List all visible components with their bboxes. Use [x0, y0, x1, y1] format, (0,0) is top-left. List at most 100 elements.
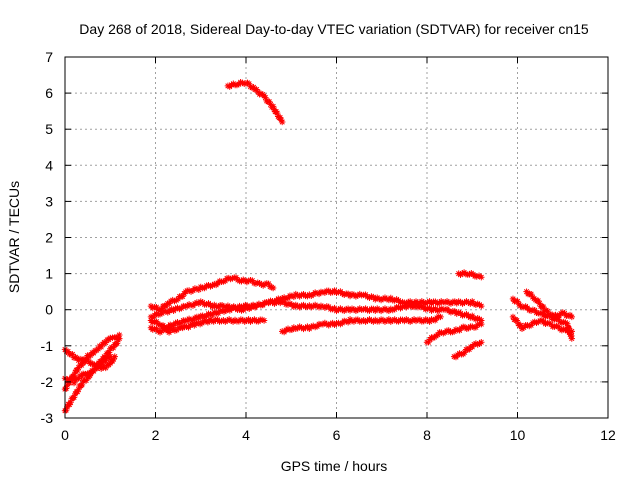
data-point: [254, 88, 262, 96]
data-point: [298, 291, 305, 299]
data-point: [113, 340, 121, 347]
data-point: [279, 118, 286, 126]
data-point: [308, 323, 315, 330]
data-point: [469, 323, 476, 330]
y-tick-label: -3: [41, 410, 54, 426]
data-point: [311, 323, 319, 331]
data-point: [440, 330, 447, 337]
data-point: [456, 350, 463, 357]
data-point: [204, 319, 212, 326]
data-point: [391, 297, 398, 304]
data-point: [70, 394, 78, 401]
data-point: [88, 360, 96, 367]
data-point: [551, 316, 558, 323]
data-point: [455, 309, 462, 316]
data-point: [149, 304, 156, 312]
data-point: [461, 349, 468, 356]
data-point: [408, 317, 416, 324]
data-point: [81, 376, 88, 384]
data-point: [239, 79, 246, 86]
data-point: [319, 288, 327, 296]
data-point: [224, 317, 231, 324]
data-point: [553, 315, 560, 322]
data-point: [474, 300, 481, 307]
data-point: [399, 316, 406, 324]
data-point: [211, 308, 218, 316]
data-point: [311, 289, 319, 296]
series-track-10: [423, 320, 485, 346]
data-point: [233, 81, 241, 89]
series-track-9: [279, 313, 444, 336]
data-point: [560, 318, 567, 326]
x-tick-label: 6: [333, 427, 341, 443]
series-track-15: [509, 313, 575, 336]
data-point: [69, 351, 76, 358]
data-point: [397, 299, 404, 306]
data-point: [176, 305, 183, 313]
series-track-3: [61, 346, 118, 372]
data-point: [269, 103, 277, 110]
data-point: [335, 306, 342, 313]
data-point: [213, 303, 220, 310]
data-point: [333, 289, 340, 297]
data-point: [87, 352, 94, 359]
data-point: [90, 349, 97, 357]
data-point: [513, 317, 521, 324]
data-point: [266, 98, 273, 105]
data-point: [78, 361, 85, 369]
data-point: [374, 294, 381, 301]
data-point: [207, 283, 214, 290]
data-point: [463, 325, 471, 333]
data-point: [335, 288, 342, 296]
data-point: [195, 286, 203, 293]
data-point: [194, 319, 202, 327]
data-point: [250, 84, 257, 91]
data-point: [98, 361, 105, 369]
data-point: [74, 388, 81, 395]
grid-lines: [65, 57, 608, 418]
data-point: [331, 304, 338, 312]
data-point: [171, 327, 179, 334]
data-point: [437, 313, 444, 321]
data-point: [564, 312, 572, 320]
data-point: [526, 322, 533, 330]
data-point: [116, 331, 123, 339]
data-point: [167, 321, 174, 328]
data-point: [401, 299, 408, 306]
data-point: [248, 84, 256, 91]
data-point: [426, 304, 433, 312]
data-point: [290, 293, 298, 301]
data-point: [172, 305, 179, 312]
data-point: [405, 302, 412, 309]
data-point: [459, 300, 466, 307]
data-point: [475, 272, 483, 279]
series-track-8: [147, 316, 268, 336]
data-point: [527, 290, 535, 298]
data-point: [167, 297, 175, 305]
series-track-12: [455, 269, 485, 281]
data-point: [162, 302, 170, 310]
data-point: [73, 354, 81, 362]
data-point: [245, 80, 253, 87]
data-point: [253, 86, 260, 93]
data-point: [567, 331, 574, 338]
data-point: [540, 303, 547, 311]
data-point: [517, 322, 524, 329]
data-point: [237, 79, 244, 86]
data-point: [225, 274, 233, 282]
data-point: [313, 289, 321, 297]
data-point: [459, 270, 466, 277]
data-point: [276, 114, 284, 121]
data-point: [412, 317, 420, 325]
data-point: [383, 296, 391, 303]
series-track-13: [224, 79, 286, 126]
data-point: [306, 291, 313, 298]
data-point: [234, 276, 242, 284]
x-tick-label: 8: [423, 427, 431, 443]
data-point: [94, 363, 102, 371]
y-tick-label: 3: [45, 193, 53, 209]
data-point: [536, 300, 543, 307]
x-tick-label: 10: [510, 427, 526, 443]
data-point: [196, 320, 204, 328]
